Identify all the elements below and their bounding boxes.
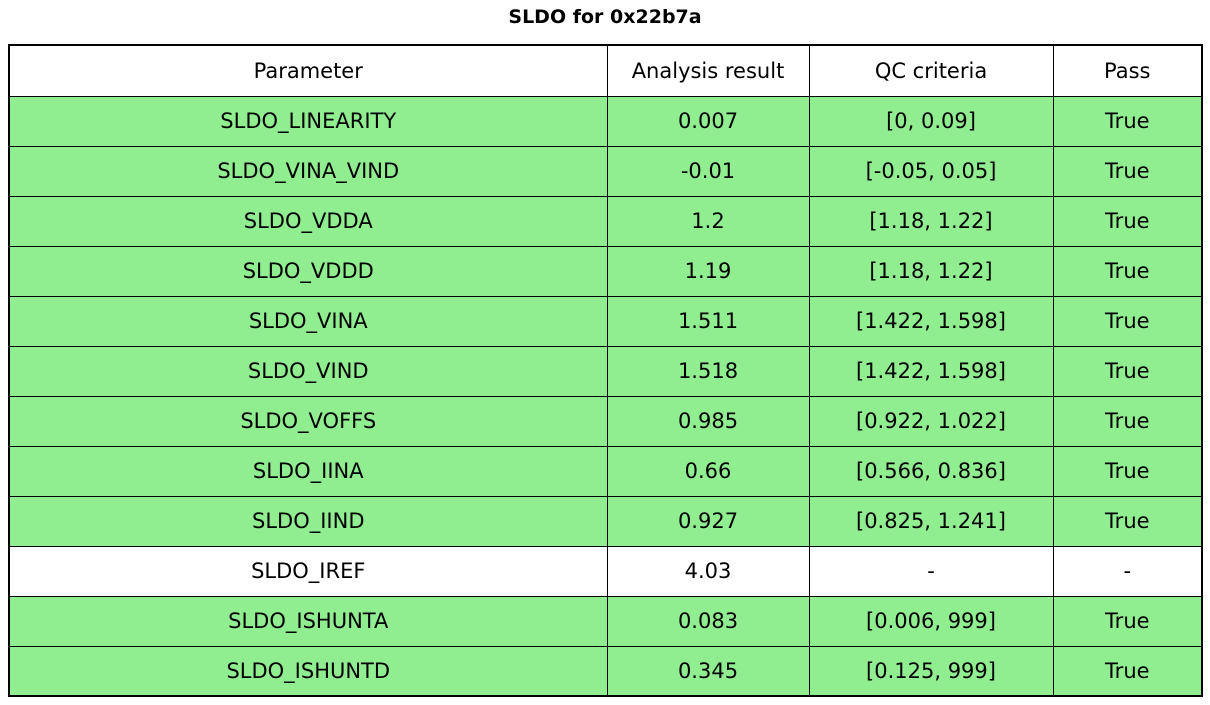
table-cell: 0.083 bbox=[606, 595, 810, 647]
figure-title: SLDO for 0x22b7a bbox=[508, 6, 702, 28]
table-cell: True bbox=[1052, 245, 1203, 297]
table-row: SLDO_VDDD 1.19 [1.18, 1.22] True bbox=[8, 245, 1203, 297]
table-cell: SLDO_IREF bbox=[8, 545, 608, 597]
table-cell: [0.566, 0.836] bbox=[808, 445, 1054, 497]
table-cell: [0.825, 1.241] bbox=[808, 495, 1054, 547]
header-qc-criteria: QC criteria bbox=[808, 44, 1054, 97]
table-cell: SLDO_ISHUNTD bbox=[8, 645, 608, 697]
table-cell: SLDO_VDDA bbox=[8, 195, 608, 247]
table-row: SLDO_VIND 1.518 [1.422, 1.598] True bbox=[8, 345, 1203, 397]
table-row: SLDO_IIND 0.927 [0.825, 1.241] True bbox=[8, 495, 1203, 547]
table-row: SLDO_IREF 4.03- - bbox=[8, 545, 1203, 597]
table-cell: SLDO_IINA bbox=[8, 445, 608, 497]
table-row: SLDO_ISHUNTD 0.345 [0.125, 999] True bbox=[8, 645, 1203, 697]
table-cell: True bbox=[1052, 95, 1203, 147]
header-analysis-result: Analysis result bbox=[606, 44, 810, 97]
table-row: SLDO_VINA_VIND -0.01 [-0.05, 0.05] True bbox=[8, 145, 1203, 197]
table-row: SLDO_IINA 0.66 [0.566, 0.836] True bbox=[8, 445, 1203, 497]
table-cell: True bbox=[1052, 195, 1203, 247]
table-cell: True bbox=[1052, 295, 1203, 347]
table-cell: [1.18, 1.22] bbox=[808, 245, 1054, 297]
table-cell: [0.006, 999] bbox=[808, 595, 1054, 647]
table-row: SLDO_VDDA 1.2 [1.18, 1.22] True bbox=[8, 195, 1203, 247]
table-row: SLDO_VINA 1.511 [1.422, 1.598] True bbox=[8, 295, 1203, 347]
table-body: SLDO_LINEARITY 0.007 [0, 0.09] True SLDO_VIN… bbox=[8, 95, 1203, 697]
table-cell: SLDO_VOFFS bbox=[8, 395, 608, 447]
table-cell: True bbox=[1052, 595, 1203, 647]
table-cell: 0.66 bbox=[606, 445, 810, 497]
table-cell: 4.03 bbox=[606, 545, 810, 597]
table-cell: SLDO_VDDD bbox=[8, 245, 608, 297]
table-cell: - bbox=[808, 545, 1054, 597]
header-pass: Pass bbox=[1052, 44, 1203, 97]
table-cell: 0.927 bbox=[606, 495, 810, 547]
table-cell: 0.007 bbox=[606, 95, 810, 147]
table-cell: True bbox=[1052, 645, 1203, 697]
table-row: SLDO_ISHUNTA 0.083 [0.006, 999] True bbox=[8, 595, 1203, 647]
table-cell: True bbox=[1052, 395, 1203, 447]
table-cell: True bbox=[1052, 345, 1203, 397]
table-cell: SLDO_IIND bbox=[8, 495, 608, 547]
table-cell: SLDO_ISHUNTA bbox=[8, 595, 608, 647]
table-cell: True bbox=[1052, 145, 1203, 197]
table-cell: [-0.05, 0.05] bbox=[808, 145, 1054, 197]
table-cell: 1.19 bbox=[606, 245, 810, 297]
table-cell: SLDO_VIND bbox=[8, 345, 608, 397]
table-cell: [1.18, 1.22] bbox=[808, 195, 1054, 247]
table-cell: True bbox=[1052, 495, 1203, 547]
table-cell: 1.518 bbox=[606, 345, 810, 397]
table-row: SLDO_VOFFS 0.985 [0.922, 1.022] True bbox=[8, 395, 1203, 447]
table-cell: SLDO_VINA_VIND bbox=[8, 145, 608, 197]
table-cell: 1.2 bbox=[606, 195, 810, 247]
table-cell: - bbox=[1052, 545, 1203, 597]
table-cell: 1.511 bbox=[606, 295, 810, 347]
table-cell: [0.922, 1.022] bbox=[808, 395, 1054, 447]
table-cell: [0, 0.09] bbox=[808, 95, 1054, 147]
table-cell: [1.422, 1.598] bbox=[808, 345, 1054, 397]
header-row: Parameter Analysis result QC criteria Pa… bbox=[8, 44, 1203, 97]
table-cell: [0.125, 999] bbox=[808, 645, 1054, 697]
header-parameter: Parameter bbox=[8, 44, 608, 97]
table-cell: 0.345 bbox=[606, 645, 810, 697]
qc-table: Parameter Analysis result QC criteria Pa… bbox=[8, 44, 1203, 697]
table-cell: [1.422, 1.598] bbox=[808, 295, 1054, 347]
table-cell: -0.01 bbox=[606, 145, 810, 197]
table-cell: SLDO_VINA bbox=[8, 295, 608, 347]
table-cell: 0.985 bbox=[606, 395, 810, 447]
table-cell: SLDO_LINEARITY bbox=[8, 95, 608, 147]
table-row: SLDO_LINEARITY 0.007 [0, 0.09] True bbox=[8, 95, 1203, 147]
table-cell: True bbox=[1052, 445, 1203, 497]
